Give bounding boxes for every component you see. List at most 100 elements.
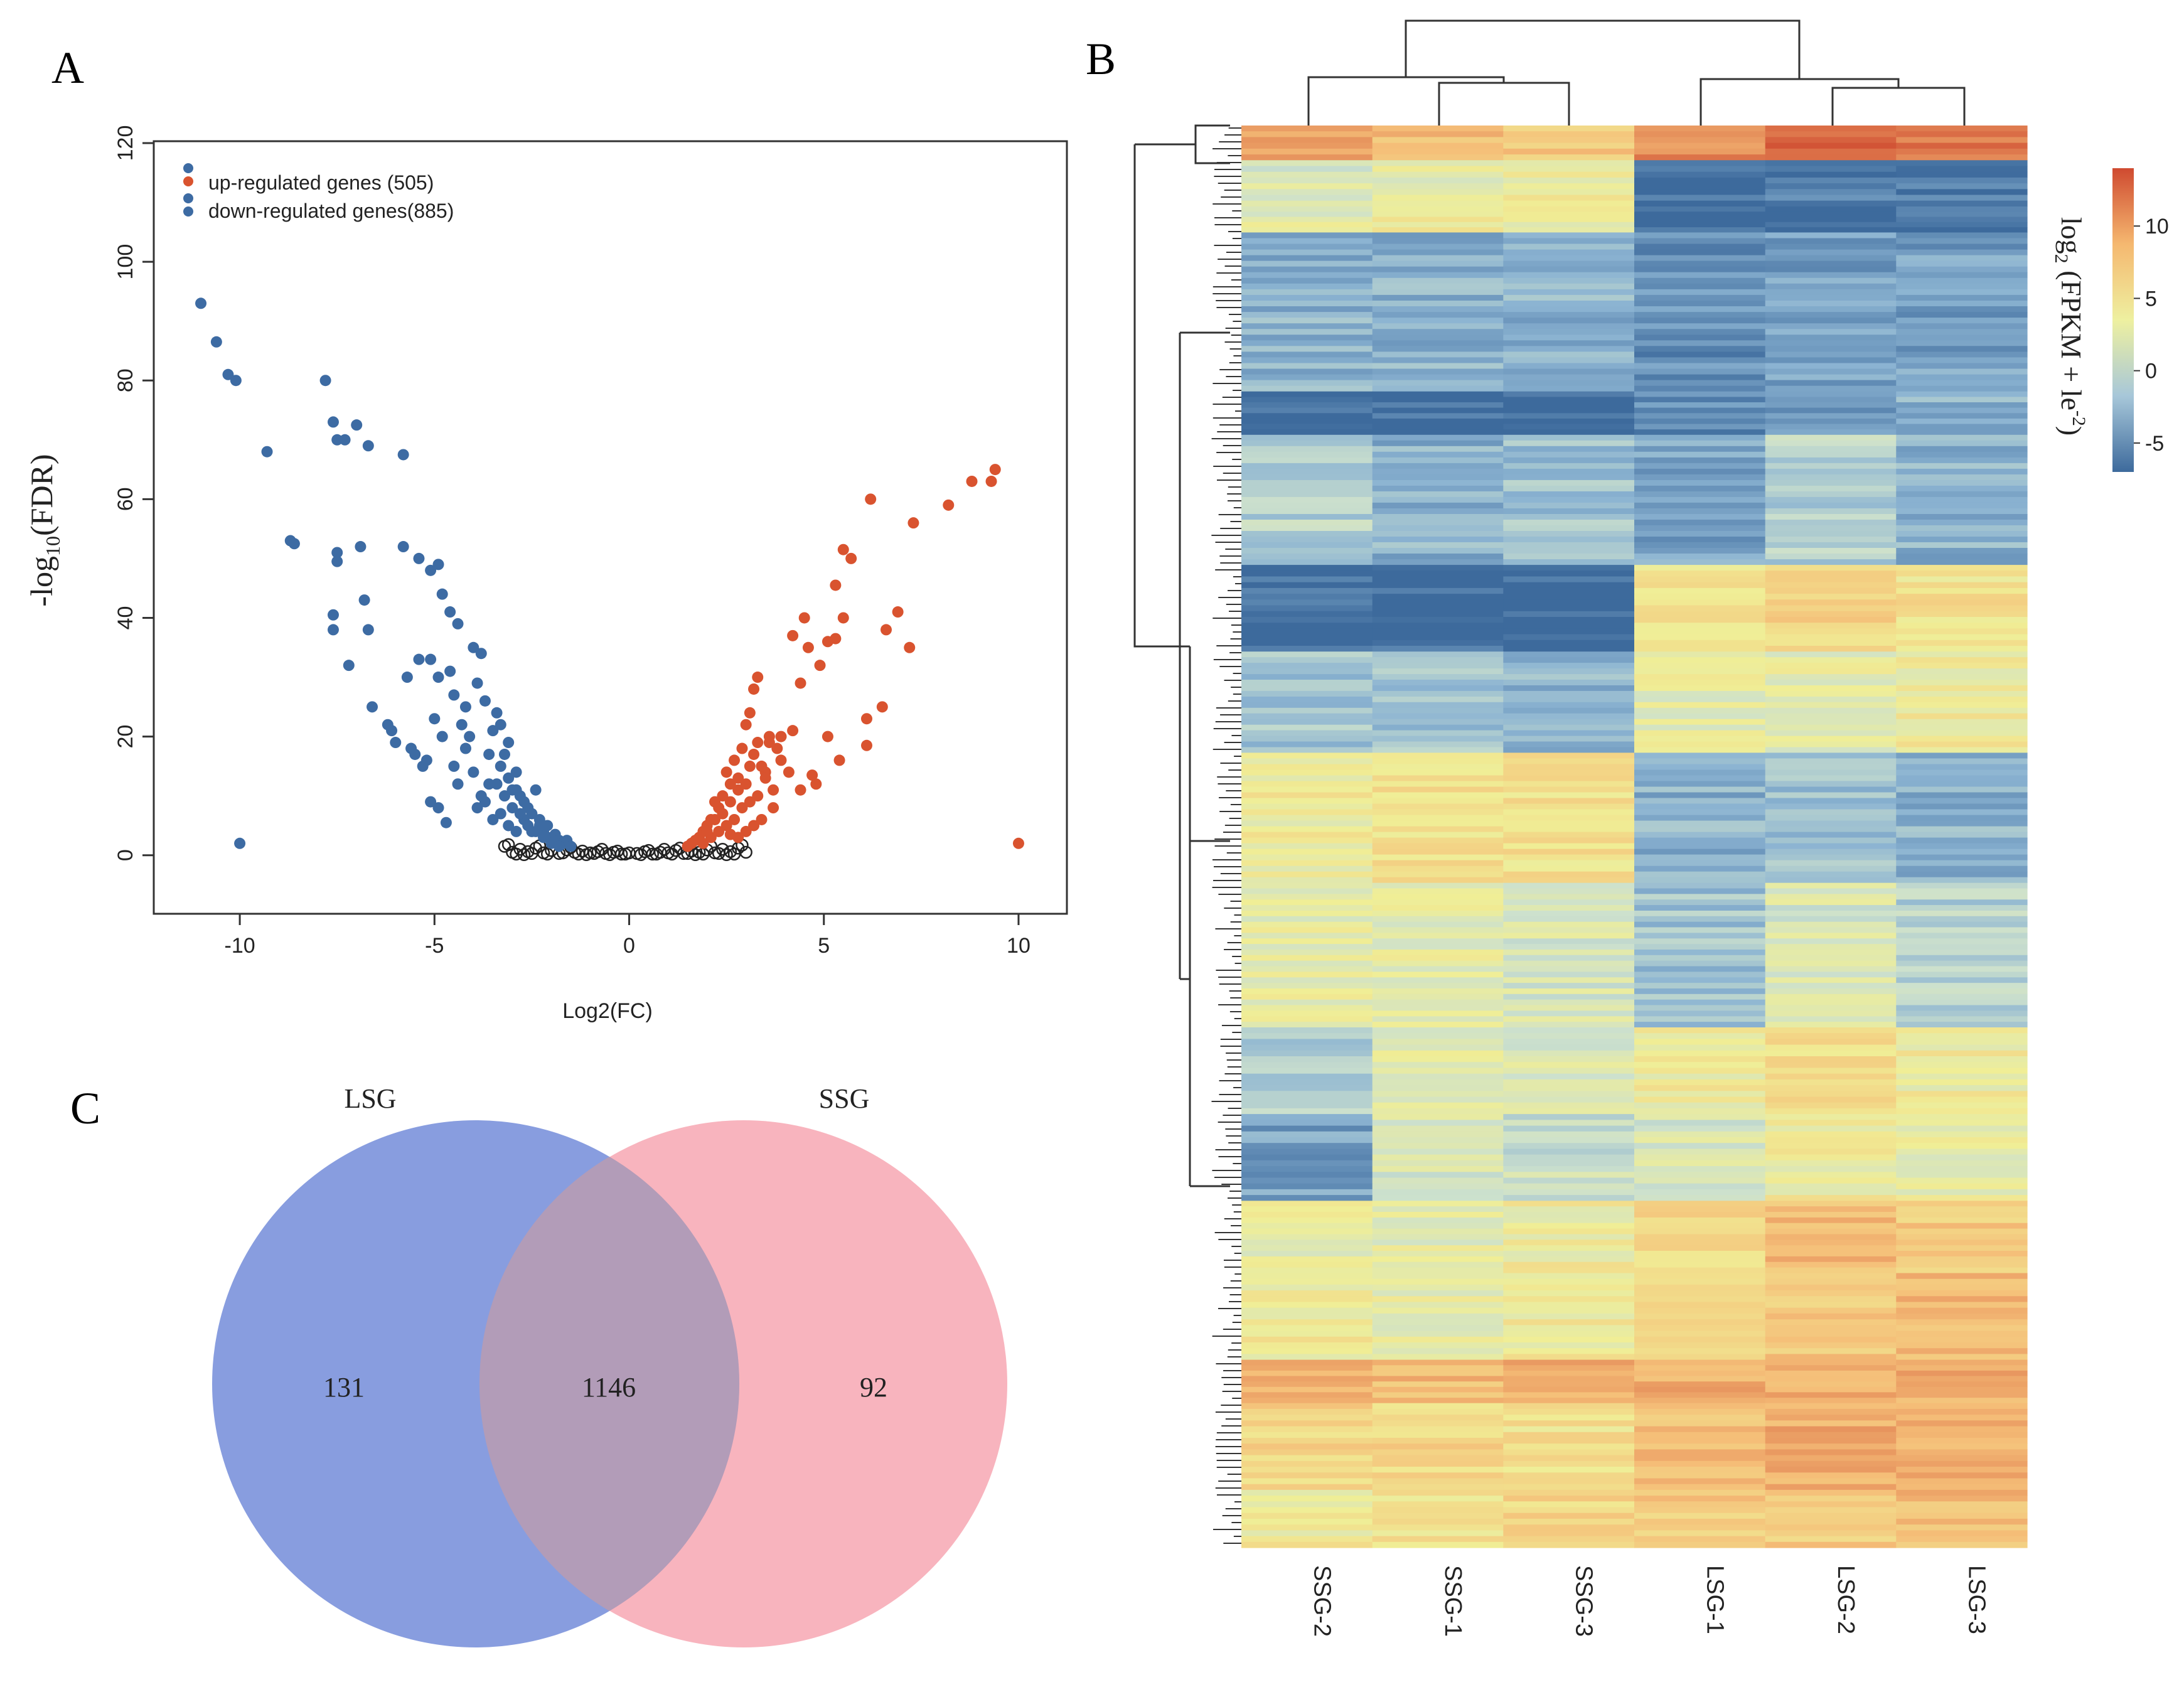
heatmap-cell [1634, 380, 1766, 387]
heatmap-cell [1372, 882, 1504, 889]
heatmap-cell [1372, 1114, 1504, 1120]
heatmap-cell [1503, 131, 1635, 137]
heatmap-cell [1634, 1443, 1766, 1450]
down-gene-point [514, 808, 526, 820]
heatmap-cell [1503, 741, 1635, 748]
heatmap-cell [1765, 1359, 1897, 1366]
heatmap-cell [1634, 1331, 1766, 1337]
up-gene-point [806, 769, 818, 781]
heatmap-cell [1503, 1166, 1635, 1172]
heatmap-cell [1634, 1120, 1766, 1127]
up-gene-point [837, 612, 849, 624]
heatmap-cell [1372, 865, 1504, 872]
heatmap-cell [1241, 1160, 1373, 1167]
heatmap-cell [1372, 1251, 1504, 1257]
heatmap-cell [1503, 468, 1635, 475]
down-gene-point [452, 778, 464, 790]
heatmap-cell [1372, 966, 1504, 972]
heatmap-cell [1634, 1010, 1766, 1017]
heatmap-cell [1634, 628, 1766, 635]
heatmap-cell [1503, 374, 1635, 381]
heatmap-cell [1765, 260, 1897, 267]
heatmap-cell [1241, 520, 1373, 526]
heatmap-cell [1372, 137, 1504, 144]
heatmap-cell [1765, 1108, 1897, 1115]
heatmap-cell [1241, 244, 1373, 250]
col-dendro-ssg [1307, 76, 1505, 126]
heatmap-cell [1896, 166, 2028, 173]
heatmap-cell [1241, 921, 1373, 928]
heatmap-cell [1634, 905, 1766, 911]
down-gene-point [510, 766, 522, 778]
heatmap-cell [1634, 463, 1766, 469]
heatmap-cell [1503, 1302, 1635, 1309]
heatmap-cell [1896, 832, 2028, 838]
heatmap-cell [1372, 531, 1504, 537]
heatmap-cell [1634, 357, 1766, 363]
heatmap-cell [1503, 966, 1635, 972]
heatmap-cell [1503, 1044, 1635, 1051]
heatmap-cell [1765, 871, 1897, 878]
heatmap-cell [1896, 368, 2028, 375]
heatmap-cell [1503, 1336, 1635, 1343]
heatmap-cell [1634, 1217, 1766, 1224]
heatmap-cell [1241, 646, 1373, 652]
heatmap-cell [1634, 843, 1766, 850]
heatmap-cell [1896, 882, 2028, 889]
up-gene-point [732, 784, 744, 796]
heatmap-cell [1896, 131, 2028, 137]
heatmap-cell [1241, 916, 1373, 923]
heatmap-cell [1241, 1108, 1373, 1115]
heatmap-cell [1241, 1307, 1373, 1314]
heatmap-cell [1634, 988, 1766, 995]
down-gene-point [367, 701, 378, 713]
heatmap-cell [1241, 877, 1373, 884]
heatmap-cell [1241, 617, 1373, 623]
heatmap-cell [1765, 663, 1897, 669]
heatmap-cell [1503, 1010, 1635, 1017]
heatmap-cell [1372, 1530, 1504, 1537]
heatmap-cell [1896, 525, 2028, 532]
heatmap-cell [1765, 1455, 1897, 1462]
heatmap-cell [1896, 1472, 2028, 1479]
heatmap-cell [1372, 1518, 1504, 1525]
heatmap-cell [1765, 977, 1897, 983]
heatmap-cell [1634, 1005, 1766, 1011]
up-gene-point [724, 778, 736, 790]
up-gene-point [771, 742, 783, 754]
heatmap-cell [1765, 1307, 1897, 1314]
heatmap-cell [1503, 1307, 1635, 1314]
heatmap-cell [1372, 752, 1504, 759]
heatmap-cell [1765, 446, 1897, 452]
heatmap-cell [1634, 736, 1766, 742]
heatmap-cell [1634, 582, 1766, 589]
heatmap-cell [1634, 440, 1766, 447]
heatmap-cell [1372, 255, 1504, 262]
heatmap-cell [1765, 1261, 1897, 1268]
heatmap-cell [1634, 525, 1766, 532]
heatmap-cell [1241, 1195, 1373, 1201]
ns-gene-point [587, 847, 601, 860]
heatmap-cell [1503, 696, 1635, 703]
heatmap-cell [1241, 1296, 1373, 1303]
heatmap-cell [1765, 646, 1897, 652]
down-gene-point [483, 748, 495, 760]
ns-gene-point [720, 848, 733, 862]
down-gene-point [444, 665, 456, 677]
heatmap-cell [1372, 217, 1504, 223]
heatmap-cell [1503, 921, 1635, 928]
heatmap-cell [1372, 1079, 1504, 1086]
heatmap-cell [1634, 769, 1766, 776]
heatmap-cell [1765, 200, 1897, 207]
heatmap-cell [1634, 255, 1766, 262]
down-gene-point [425, 564, 437, 576]
heatmap-cell [1896, 713, 2028, 720]
heatmap-cell [1241, 938, 1373, 945]
heatmap-cell [1634, 266, 1766, 273]
heatmap-cell [1241, 131, 1373, 137]
heatmap-cell [1634, 1513, 1766, 1519]
heatmap-cell [1503, 1325, 1635, 1332]
heatmap-cell [1241, 1050, 1373, 1057]
heatmap-cell [1503, 690, 1635, 697]
